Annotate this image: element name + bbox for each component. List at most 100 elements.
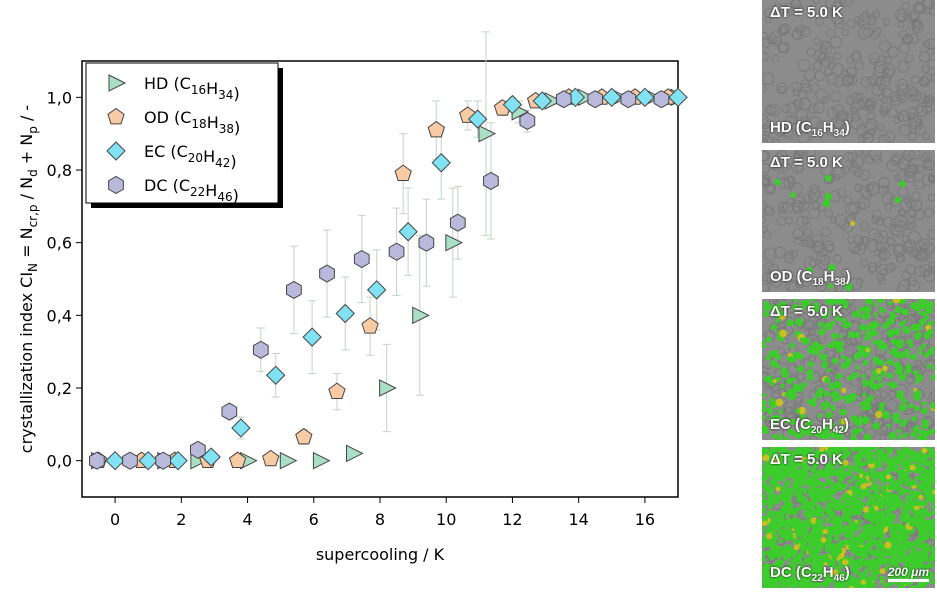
droplet: [785, 279, 798, 292]
crystal: [785, 467, 793, 475]
droplet: [776, 216, 787, 227]
droplet: [789, 115, 799, 125]
crystal: [763, 447, 769, 454]
crystal: [892, 484, 897, 489]
droplet: [800, 239, 809, 247]
crystal: [794, 526, 800, 533]
crystal: [769, 360, 778, 368]
marker: [427, 120, 445, 138]
crystal: [828, 422, 835, 429]
micrograph-image: [762, 150, 935, 292]
crystal: [817, 518, 822, 524]
crystal: [795, 518, 803, 526]
crystal: [910, 584, 917, 588]
droplet: [901, 241, 914, 253]
x-tick-label: 2: [176, 510, 186, 529]
marker: [138, 450, 158, 471]
crystal: [874, 423, 880, 428]
droplet: [856, 277, 864, 286]
crystal: [794, 490, 803, 499]
scale-bar: 200 μm: [887, 565, 929, 582]
droplet: [765, 183, 776, 194]
droplet: [908, 94, 916, 102]
droplet: [879, 390, 888, 399]
droplet: [909, 165, 919, 176]
crystal: [784, 514, 790, 519]
crystal: [801, 337, 810, 346]
droplet: [896, 255, 904, 263]
droplet: [833, 52, 842, 61]
droplet: [835, 112, 849, 126]
crystal: [876, 516, 882, 522]
crystal: [890, 554, 897, 561]
marker: [653, 90, 670, 109]
droplet: [907, 9, 920, 22]
crystal: [923, 352, 930, 358]
droplet: [762, 124, 772, 137]
crystal: [862, 392, 867, 397]
droplet: [808, 193, 819, 205]
droplet: [820, 56, 832, 68]
crystal: [797, 570, 804, 577]
droplet: [792, 228, 804, 240]
droplet: [891, 224, 905, 238]
droplet: [830, 368, 839, 376]
crystal: [864, 403, 871, 410]
crystal: [918, 318, 927, 326]
crystal: [815, 390, 823, 399]
crystal: [784, 524, 790, 530]
crystal: [851, 561, 858, 568]
sample-label: OD (C18H38): [770, 268, 851, 288]
droplet: [923, 96, 934, 108]
crystal: [886, 329, 895, 338]
crystal: [929, 533, 934, 539]
crystal: [915, 561, 924, 569]
droplet: [777, 127, 785, 136]
droplet: [879, 40, 892, 53]
droplet: [928, 261, 935, 270]
crystal: [905, 363, 912, 370]
droplet: [910, 90, 922, 102]
crystal: [875, 461, 883, 469]
crystal: [921, 407, 928, 415]
crystal: [891, 523, 899, 532]
crystal: [766, 533, 773, 540]
crystal: [789, 342, 796, 349]
droplet: [903, 11, 912, 21]
crystal: [834, 543, 841, 550]
marker: [89, 451, 105, 470]
crystal: [799, 414, 806, 420]
crystal: [848, 331, 856, 339]
crystal: [849, 536, 857, 544]
droplet: [850, 102, 861, 113]
droplet: [778, 206, 786, 215]
crystal: [853, 418, 862, 427]
marker: [412, 306, 430, 325]
droplet: [862, 132, 874, 143]
droplet: [877, 124, 885, 132]
droplet: [870, 30, 880, 40]
crystal: [896, 483, 901, 489]
droplet: [808, 207, 821, 219]
droplet: [927, 265, 935, 274]
crystal: [851, 565, 857, 572]
crystal: [838, 459, 844, 465]
droplet: [797, 89, 808, 100]
droplet: [866, 104, 874, 112]
droplet: [797, 124, 808, 135]
droplet: [924, 99, 935, 113]
crystal: [897, 435, 902, 440]
droplet: [860, 150, 869, 156]
crystal: [855, 490, 860, 495]
crystal: [889, 504, 897, 512]
marker: [221, 402, 238, 421]
crystal: [762, 451, 766, 457]
crystal: [869, 380, 875, 385]
y-tick-label: 0,4: [47, 306, 72, 325]
crystal: [818, 432, 826, 439]
crystal: [900, 550, 907, 558]
droplet: [821, 7, 833, 19]
droplet: [901, 270, 911, 281]
crystal: [802, 568, 808, 574]
y-label-part: / -: [17, 105, 36, 126]
